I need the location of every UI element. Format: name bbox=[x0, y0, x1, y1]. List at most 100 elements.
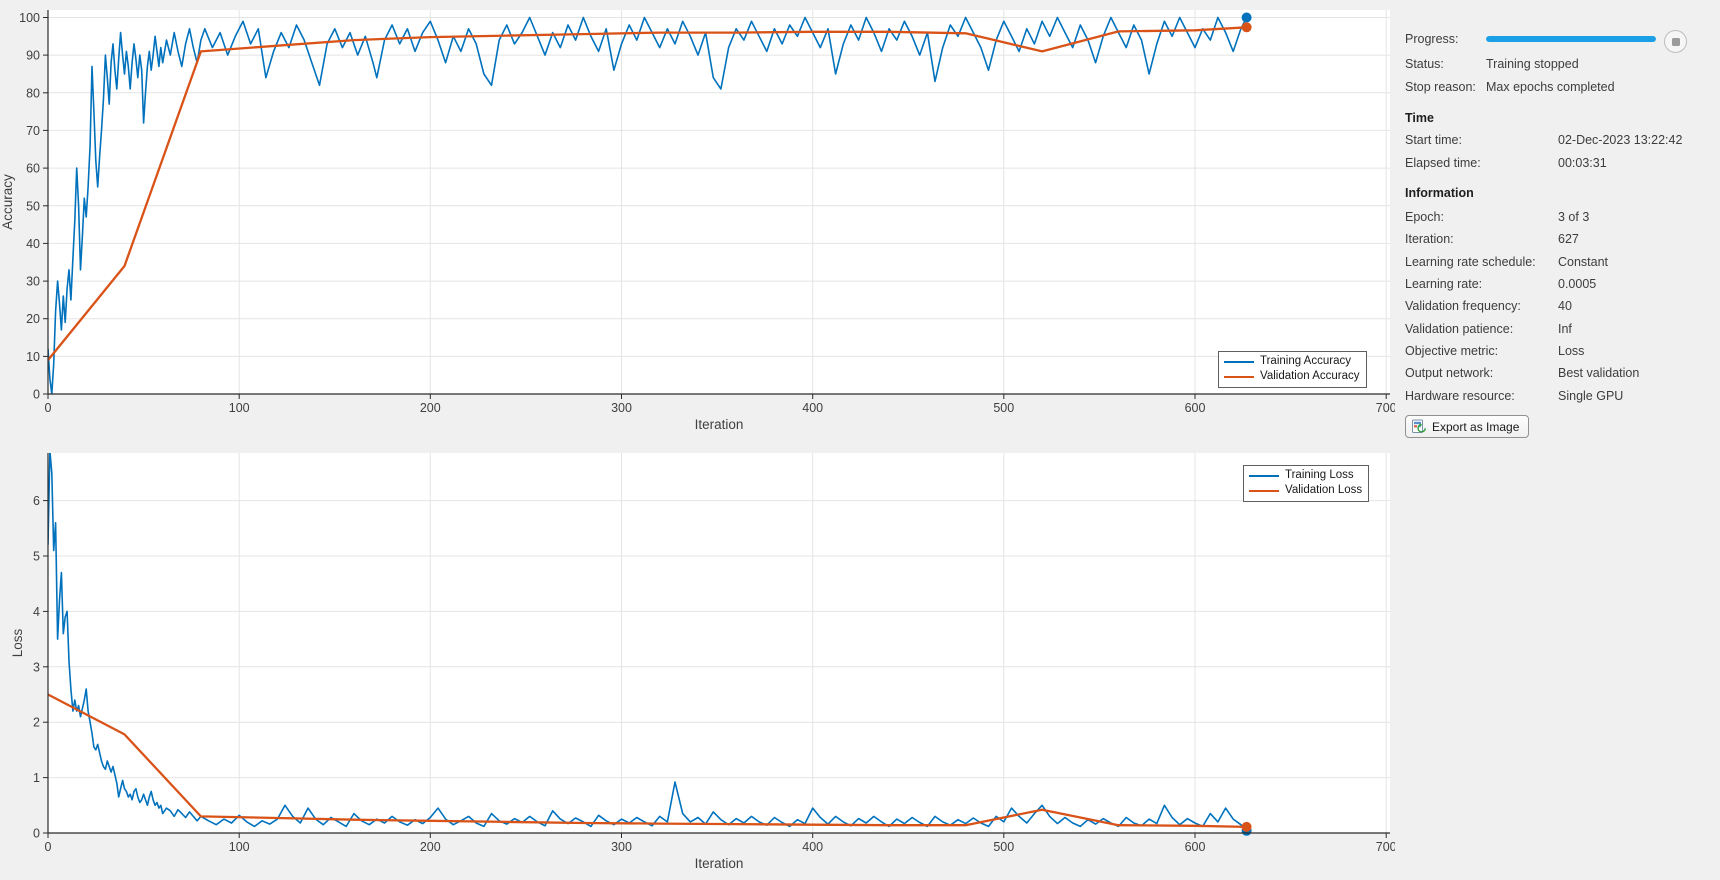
x-tick-label: 100 bbox=[229, 401, 250, 415]
loss-legend: Training Loss Validation Loss bbox=[1243, 465, 1370, 502]
info-label: Output network: bbox=[1405, 366, 1494, 380]
x-tick-label: 400 bbox=[802, 840, 823, 854]
info-label: Epoch: bbox=[1405, 210, 1444, 224]
info-label: Learning rate: bbox=[1405, 277, 1483, 291]
start-time-row: Start time: 02-Dec-2023 13:22:42 bbox=[1405, 133, 1682, 147]
x-tick-label: 700 bbox=[1376, 401, 1395, 415]
stop-reason-label: Stop reason: bbox=[1405, 80, 1476, 94]
legend-label: Training Accuracy bbox=[1260, 355, 1351, 367]
info-label: Learning rate schedule: bbox=[1405, 255, 1536, 269]
x-tick-label: 500 bbox=[993, 840, 1014, 854]
time-section-title: Time bbox=[1405, 111, 1434, 125]
validation-loss-line bbox=[48, 693, 1247, 829]
info-row-validation-patience: Validation patience: Inf bbox=[1405, 322, 1572, 336]
info-value: Best validation bbox=[1558, 366, 1640, 380]
y-tick-label: 4 bbox=[33, 605, 40, 619]
info-row-objective-metric: Objective metric: Loss bbox=[1405, 344, 1584, 358]
info-row-epoch: Epoch: 3 of 3 bbox=[1405, 210, 1589, 224]
y-tick-label: 100 bbox=[19, 11, 40, 25]
info-row-output-network: Output network: Best validation bbox=[1405, 366, 1639, 380]
export-as-image-icon bbox=[1412, 419, 1426, 433]
y-tick-label: 3 bbox=[33, 660, 40, 674]
progress-label: Progress: bbox=[1405, 32, 1459, 46]
info-value: Single GPU bbox=[1558, 389, 1624, 403]
plot-area bbox=[48, 453, 1390, 833]
y-tick-label: 6 bbox=[33, 494, 40, 508]
info-row-validation-frequency: Validation frequency: 40 bbox=[1405, 299, 1572, 313]
start-time-value: 02-Dec-2023 13:22:42 bbox=[1558, 133, 1683, 147]
info-label: Iteration: bbox=[1405, 232, 1454, 246]
loss-chart: 0 100 200 300 400 500 600 700 0 1 2 3 4 5 6 Iteration Lo… bbox=[10, 453, 1395, 871]
tick-labels: 0 100 200 300 400 500 600 700 0 1 2 3 4 5 6 bbox=[33, 494, 1395, 854]
info-value: Constant bbox=[1558, 255, 1609, 269]
validation-accuracy-end-marker bbox=[1241, 22, 1252, 33]
y-tick-label: 70 bbox=[26, 124, 40, 138]
progress-row: Progress: bbox=[1405, 32, 1486, 46]
information-section-title: Information bbox=[1405, 186, 1474, 200]
training-accuracy-end-marker bbox=[1241, 12, 1252, 23]
status-value: Training stopped bbox=[1486, 57, 1579, 71]
x-tick-label: 200 bbox=[420, 401, 441, 415]
info-value: 0.0005 bbox=[1558, 277, 1597, 291]
tick-marks bbox=[43, 17, 1387, 399]
validation-loss-end-marker bbox=[1241, 821, 1252, 832]
stop-button[interactable] bbox=[1664, 30, 1687, 53]
legend-label: Training Loss bbox=[1285, 469, 1354, 481]
y-axis-label: Loss bbox=[10, 628, 25, 657]
y-tick-label: 80 bbox=[26, 86, 40, 100]
accuracy-chart: 0 100 200 300 400 500 600 700 0 10 20 30 40 50 60 70 80 9… bbox=[0, 10, 1395, 432]
y-tick-label: 90 bbox=[26, 49, 40, 63]
x-tick-label: 0 bbox=[45, 401, 52, 415]
legend-label: Validation Accuracy bbox=[1260, 370, 1360, 382]
x-tick-label: 600 bbox=[1185, 840, 1206, 854]
info-row-hardware-resource: Hardware resource: Single GPU bbox=[1405, 389, 1623, 403]
y-axis-label: Accuracy bbox=[0, 174, 15, 230]
x-tick-label: 600 bbox=[1185, 401, 1206, 415]
legend-label: Validation Loss bbox=[1285, 484, 1363, 496]
y-tick-label: 20 bbox=[26, 312, 40, 326]
info-value: 3 of 3 bbox=[1558, 210, 1590, 224]
status-row: Status: Training stopped bbox=[1405, 57, 1579, 71]
training-loss-line-sample bbox=[1249, 474, 1279, 477]
x-tick-label: 500 bbox=[993, 401, 1014, 415]
y-tick-label: 0 bbox=[33, 388, 40, 402]
info-label: Validation patience: bbox=[1405, 322, 1514, 336]
export-as-image-button[interactable]: Export as Image bbox=[1405, 415, 1530, 438]
legend-entry: Training Loss bbox=[1249, 468, 1362, 483]
validation-loss-line-sample bbox=[1249, 489, 1279, 492]
info-row-lr-schedule: Learning rate schedule: Constant bbox=[1405, 255, 1608, 269]
info-value: 40 bbox=[1558, 299, 1572, 313]
progress-bar bbox=[1486, 36, 1656, 42]
x-tick-label: 200 bbox=[420, 840, 441, 854]
progress-fill bbox=[1486, 36, 1656, 42]
x-tick-label: 0 bbox=[45, 840, 52, 854]
stop-icon bbox=[1671, 37, 1680, 46]
info-label: Validation frequency: bbox=[1405, 299, 1521, 313]
accuracy-legend: Training Accuracy Validation Accuracy bbox=[1218, 351, 1367, 388]
x-tick-label: 700 bbox=[1376, 840, 1395, 854]
info-label: Hardware resource: bbox=[1405, 389, 1515, 403]
y-tick-label: 2 bbox=[33, 716, 40, 730]
series-lines bbox=[48, 453, 1248, 832]
x-tick-label: 100 bbox=[229, 840, 250, 854]
export-as-image-label: Export as Image bbox=[1432, 419, 1520, 434]
info-value: Loss bbox=[1558, 344, 1585, 358]
info-value: 627 bbox=[1558, 232, 1579, 246]
y-tick-label: 50 bbox=[26, 199, 40, 213]
elapsed-time-row: Elapsed time: 00:03:31 bbox=[1405, 156, 1607, 170]
x-tick-label: 300 bbox=[611, 401, 632, 415]
validation-accuracy-line-sample bbox=[1224, 375, 1254, 378]
y-tick-label: 40 bbox=[26, 237, 40, 251]
legend-entry: Validation Accuracy bbox=[1224, 369, 1360, 384]
y-tick-label: 0 bbox=[33, 827, 40, 841]
x-tick-label: 400 bbox=[802, 401, 823, 415]
info-row-iteration: Iteration: 627 bbox=[1405, 232, 1579, 246]
training-accuracy-line-sample bbox=[1224, 360, 1254, 363]
plot-area bbox=[48, 10, 1390, 394]
elapsed-time-label: Elapsed time: bbox=[1405, 156, 1481, 170]
gridlines bbox=[47, 10, 1390, 395]
info-row-learning-rate: Learning rate: 0.0005 bbox=[1405, 277, 1596, 291]
y-tick-label: 5 bbox=[33, 550, 40, 564]
y-tick-label: 10 bbox=[26, 350, 40, 364]
